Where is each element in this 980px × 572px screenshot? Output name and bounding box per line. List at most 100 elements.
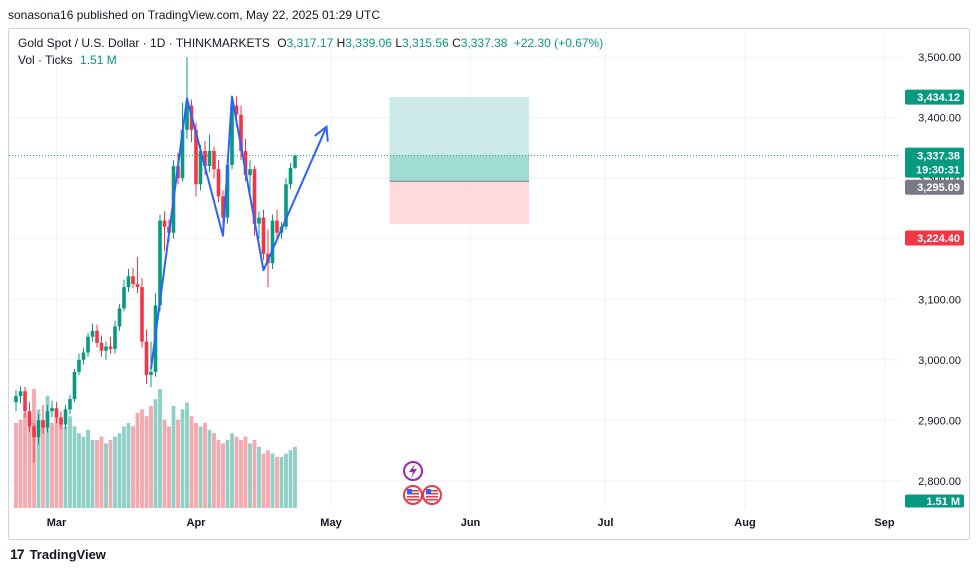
volume-bar [104,443,108,508]
volume-bar [221,443,225,508]
us-flag-event-icon [422,485,442,505]
footer-brand[interactable]: 17 TradingView [10,546,106,562]
event-icons [403,461,442,505]
flag-stripe [407,496,419,498]
candle-body [14,396,18,403]
volume-bar [81,436,86,508]
candle-body [113,326,117,349]
candle-body [90,330,95,337]
symbol-title: Gold Spot / U.S. Dollar · 1D · THINKMARK… [18,36,270,50]
volume-bar [207,429,212,508]
candle [95,324,99,348]
tradingview-logo-icon: 17 [10,546,25,562]
candle-body [108,346,113,349]
volume-bar [162,419,167,508]
volume-bar [212,433,216,508]
stop-price-label: 3,224.40 [905,230,964,246]
arrow-head [314,124,329,142]
last-price-label: 3,337.38 19:30:31 [905,147,964,178]
candle [32,423,36,463]
volume-bar [14,423,18,508]
candle [261,209,266,260]
volume-bar [189,416,194,508]
lightning-event-icon [403,461,423,481]
volume-bar [95,440,99,508]
volume-bar [198,426,203,508]
last-price-text: 3,337.38 [917,151,960,163]
target-price-label-bg [905,89,964,105]
stop-loss-zone [389,181,529,224]
volume-bar [239,440,243,508]
candle-body [126,276,131,288]
volume-bar [27,419,32,508]
lightning-icon-bolt [409,464,417,478]
candle [144,329,149,384]
candle-body [36,420,41,438]
candle-body [207,151,212,167]
stop-price-label-bg [905,230,964,246]
volume-bar [171,406,176,508]
pattern-drawing [150,95,329,369]
volume-bar [234,436,239,508]
volume-bar [288,450,293,508]
y-tick-label: 3,500.00 [918,52,961,64]
candle-body [81,352,86,360]
open-value: 3,317.17 [286,36,334,50]
volume-bar [243,436,248,508]
volume-bar [284,453,288,508]
candle-body [212,151,216,170]
candle-body [144,341,149,375]
candle-body [122,287,126,309]
volume-bar [216,440,221,508]
volume-bar [126,423,131,508]
volume-bar [261,453,266,508]
volume-label: Vol · Ticks [18,53,73,67]
candle [113,320,117,354]
candle [36,414,41,445]
candle [257,211,261,239]
volume-bar [68,416,72,508]
volume-bar [135,412,140,508]
countdown-text: 19:30:31 [916,165,960,177]
candle [212,146,216,179]
candle [72,368,77,403]
volume-bar [225,440,230,508]
candle [207,134,212,173]
candle [108,336,113,354]
candle [270,214,275,270]
volume-bar [54,414,59,508]
candle [275,209,279,242]
last-price-bg [905,147,964,178]
candle-body [45,411,50,428]
candle [14,390,18,412]
volume-bar [270,453,275,508]
volume-bar [59,419,63,508]
high-value: 3,339.06 [345,36,392,50]
x-tick-label: Jul [598,517,614,529]
candle-body [131,276,135,285]
candle [99,335,104,357]
entry-price-label-bg [905,179,964,195]
candle [77,353,81,375]
candle [162,211,167,251]
volume-bars [14,389,297,508]
volume-bar [257,446,261,508]
flag-icon-ring [422,485,442,505]
volume-bar [275,457,279,508]
published-line: sonasona16 published on TradingView.com,… [8,8,381,22]
candle-body [203,151,207,167]
flag-stripe [426,490,438,492]
candle [81,347,86,365]
candle-body [225,164,230,218]
price-axis: 3,500.003,400.003,300.003,200.003,100.00… [918,52,961,488]
candle-body [135,284,140,288]
candle [140,278,144,348]
x-tick-label: Sep [874,517,894,529]
candle [122,279,126,312]
y-tick-label: 3,400.00 [918,113,961,125]
legend: Gold Spot / U.S. Dollar · 1D · THINKMARK… [18,35,603,69]
candle [117,304,122,331]
candle-body [261,217,266,254]
candle-body [194,129,198,185]
